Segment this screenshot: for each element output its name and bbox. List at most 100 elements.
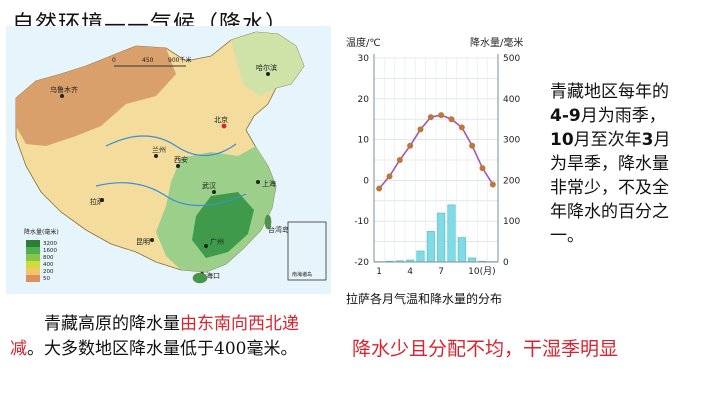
precipitation-tick-label: 300 <box>503 136 520 146</box>
temperature-point-month-5 <box>417 126 424 133</box>
city-guangzhou: 广州 <box>210 237 224 246</box>
legend-swatch-3200 <box>26 240 40 247</box>
city-lanzhou: 兰州 <box>152 145 166 154</box>
temperature-point-month-9 <box>458 124 465 131</box>
side-note-rainy-text: 月为雨季， <box>580 106 666 126</box>
temperature-tick-label: 0 <box>363 176 369 186</box>
legend-label-800: 800 <box>43 255 54 261</box>
temperature-tick-label: 30 <box>358 54 370 64</box>
month-tick-label: 4 <box>407 267 413 277</box>
precipitation-tick-label: 100 <box>503 217 520 227</box>
temperature-tick-label: -10 <box>354 217 369 227</box>
precipitation-bar-month-6 <box>426 231 435 263</box>
yellow-river <box>105 135 237 157</box>
city-urumqi: 乌鲁木齐 <box>50 85 78 94</box>
legend-swatch-400 <box>26 261 40 268</box>
city-beijing: 北京 <box>214 115 228 124</box>
temperature-point-month-1 <box>376 185 383 192</box>
side-note-line-2: 4-9月为雨季， <box>550 104 700 128</box>
side-note-dry-end: 3 <box>641 130 654 150</box>
temperature-point-month-3 <box>396 157 403 163</box>
precipitation-legend: 降水量(毫米) 3200 1600 800 400 200 50 <box>24 228 59 282</box>
temperature-tick-label: 20 <box>358 95 370 105</box>
temperature-point-month-4 <box>407 142 414 149</box>
scale-label-900: 900千米 <box>168 56 191 64</box>
right-axis-label: 降水量/毫米 <box>470 36 523 49</box>
precipitation-summary: 青藏高原的降水量由东南向西北递减。大多数地区降水量低于400毫米。 <box>10 312 320 362</box>
side-note-rainy-months: 4-9 <box>550 106 581 126</box>
temperature-point-month-10 <box>469 142 476 149</box>
side-note: 青藏地区每年的 4-9月为雨季， 10月至次年3月 为旱季，降水量 非常少，不及… <box>550 80 700 248</box>
northeast-region <box>231 32 304 96</box>
conclusion-text: 降水少且分配不均，干湿季明显 <box>352 338 619 360</box>
precipitation-bar-month-5 <box>416 250 425 263</box>
arid-region <box>16 46 176 146</box>
precipitation-map: 0 450 900千米 乌鲁木齐 哈尔滨 北京 兰州 西安 拉萨 上海 武汉 昆… <box>6 26 331 294</box>
temperature-tick-label: 10 <box>358 136 370 146</box>
legend-swatch-800 <box>26 254 40 261</box>
city-shanghai: 上海 <box>262 179 276 188</box>
temperature-point-month-6 <box>427 114 434 121</box>
hainan-island <box>192 272 208 284</box>
yangtze-river <box>95 182 247 207</box>
city-xian: 西安 <box>174 155 188 164</box>
month-tick-label: 1 <box>376 267 382 277</box>
side-note-dry-mid: 月至次年 <box>573 130 642 150</box>
summary-post: 。大多数地区降水量低于400毫米。 <box>27 339 298 359</box>
side-note-line-1: 青藏地区每年的 <box>550 82 669 102</box>
temperature-line <box>376 112 496 192</box>
legend-label-200: 200 <box>43 269 54 275</box>
temperature-point-month-12 <box>489 181 496 188</box>
temperature-point-month-8 <box>448 116 455 123</box>
legend-swatch-1600 <box>26 247 40 254</box>
city-kunming: 昆明 <box>136 238 150 246</box>
precipitation-tick-label: 500 <box>503 54 520 64</box>
city-haikou: 海口 <box>206 271 220 280</box>
scale-label-450: 450 <box>142 57 154 64</box>
city-lhasa: 拉萨 <box>90 197 104 206</box>
south-china-sea-inset <box>287 221 327 281</box>
very-humid-region <box>192 192 254 258</box>
side-note-line-7: 一。 <box>550 226 584 246</box>
month-tick-label: 10(月) <box>468 266 495 277</box>
temperature-curve <box>378 114 494 190</box>
summary-highlight: 由东南向西北递减 <box>10 314 299 359</box>
precipitation-tick-label: 200 <box>503 176 520 186</box>
side-note-dry-rest: 月 <box>653 130 671 150</box>
precipitation-bar-month-7 <box>437 212 446 263</box>
legend-label-3200: 3200 <box>43 241 57 247</box>
legend-swatch-50 <box>26 275 40 282</box>
legend-label-50: 50 <box>43 276 50 282</box>
inset-label: 南海诸岛 <box>292 271 312 278</box>
scale-label-0: 0 <box>112 57 116 64</box>
side-note-line-5: 非常少，不及全 <box>550 178 669 198</box>
side-note-line-6: 年降水的百分之 <box>550 202 669 222</box>
precipitation-bar-month-8 <box>447 204 456 263</box>
city-taiwan: 台湾岛 <box>268 225 289 234</box>
legend-label-400: 400 <box>43 262 54 268</box>
legend-label-1600: 1600 <box>43 248 57 254</box>
precipitation-tick-label: 0 <box>503 258 509 268</box>
city-harbin: 哈尔滨 <box>256 63 277 72</box>
temperature-point-month-2 <box>386 173 393 180</box>
taiwan-island <box>264 214 272 230</box>
precipitation-tick-label: 400 <box>503 95 520 105</box>
legend-swatch-200 <box>26 268 40 275</box>
precipitation-bar-month-9 <box>457 237 466 263</box>
side-note-line-4: 为旱季，降水量 <box>550 154 669 174</box>
month-tick-label: 7 <box>438 267 444 277</box>
temperature-point-month-7 <box>438 112 445 119</box>
left-axis-label: 温度/℃ <box>346 36 381 49</box>
temperature-point-month-11 <box>479 165 486 172</box>
summary-pre: 青藏高原的降水量 <box>44 314 180 334</box>
city-wuhan: 武汉 <box>202 181 216 190</box>
temperature-tick-label: -20 <box>354 258 369 268</box>
chart-grid <box>373 57 499 263</box>
legend-title: 降水量(毫米) <box>24 228 59 236</box>
precipitation-bar-month-10 <box>468 257 477 263</box>
side-note-line-3: 10月至次年3月 <box>550 128 700 152</box>
chart-caption: 拉萨各月气温和降水量的分布 <box>346 292 503 306</box>
side-note-dry-start: 10 <box>550 130 574 150</box>
